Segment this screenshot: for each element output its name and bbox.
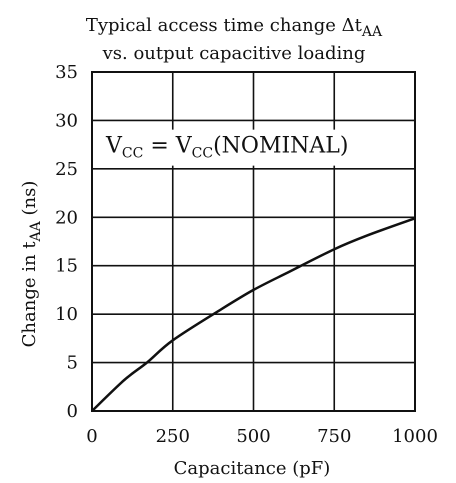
- annotation-background: [99, 129, 355, 166]
- x-tick-label: 250: [156, 426, 190, 447]
- y-tick-label: 15: [55, 256, 78, 277]
- y-axis-label: Change in tAA (ns): [19, 181, 44, 348]
- chart-title-line-1: Typical access time change ΔtAA: [86, 15, 383, 40]
- x-tick-labels: 0 250 500 750 1000: [86, 426, 438, 447]
- y-tick-labels: 0 5 10 15 20 25 30 35: [55, 62, 78, 422]
- y-tick-label: 20: [55, 207, 78, 228]
- chart-title-line-2: vs. output capacitive loading: [102, 43, 366, 64]
- y-tick-label: 25: [55, 159, 78, 180]
- vcc-annotation: VCC = VCC(NOMINAL): [105, 134, 349, 162]
- x-tick-label: 1000: [392, 426, 438, 447]
- y-tick-label: 35: [55, 62, 78, 83]
- x-tick-label: 0: [86, 426, 97, 447]
- series-line: [91, 217, 416, 412]
- y-tick-label: 5: [67, 353, 78, 374]
- y-tick-label: 0: [67, 401, 78, 422]
- plot-frame: [91, 71, 416, 412]
- grid-lines: [91, 71, 416, 412]
- x-tick-label: 750: [317, 426, 351, 447]
- x-axis-label: Capacitance (pF): [174, 458, 331, 479]
- y-tick-label: 30: [55, 110, 78, 131]
- x-tick-label: 500: [236, 426, 270, 447]
- y-tick-label: 10: [55, 304, 78, 325]
